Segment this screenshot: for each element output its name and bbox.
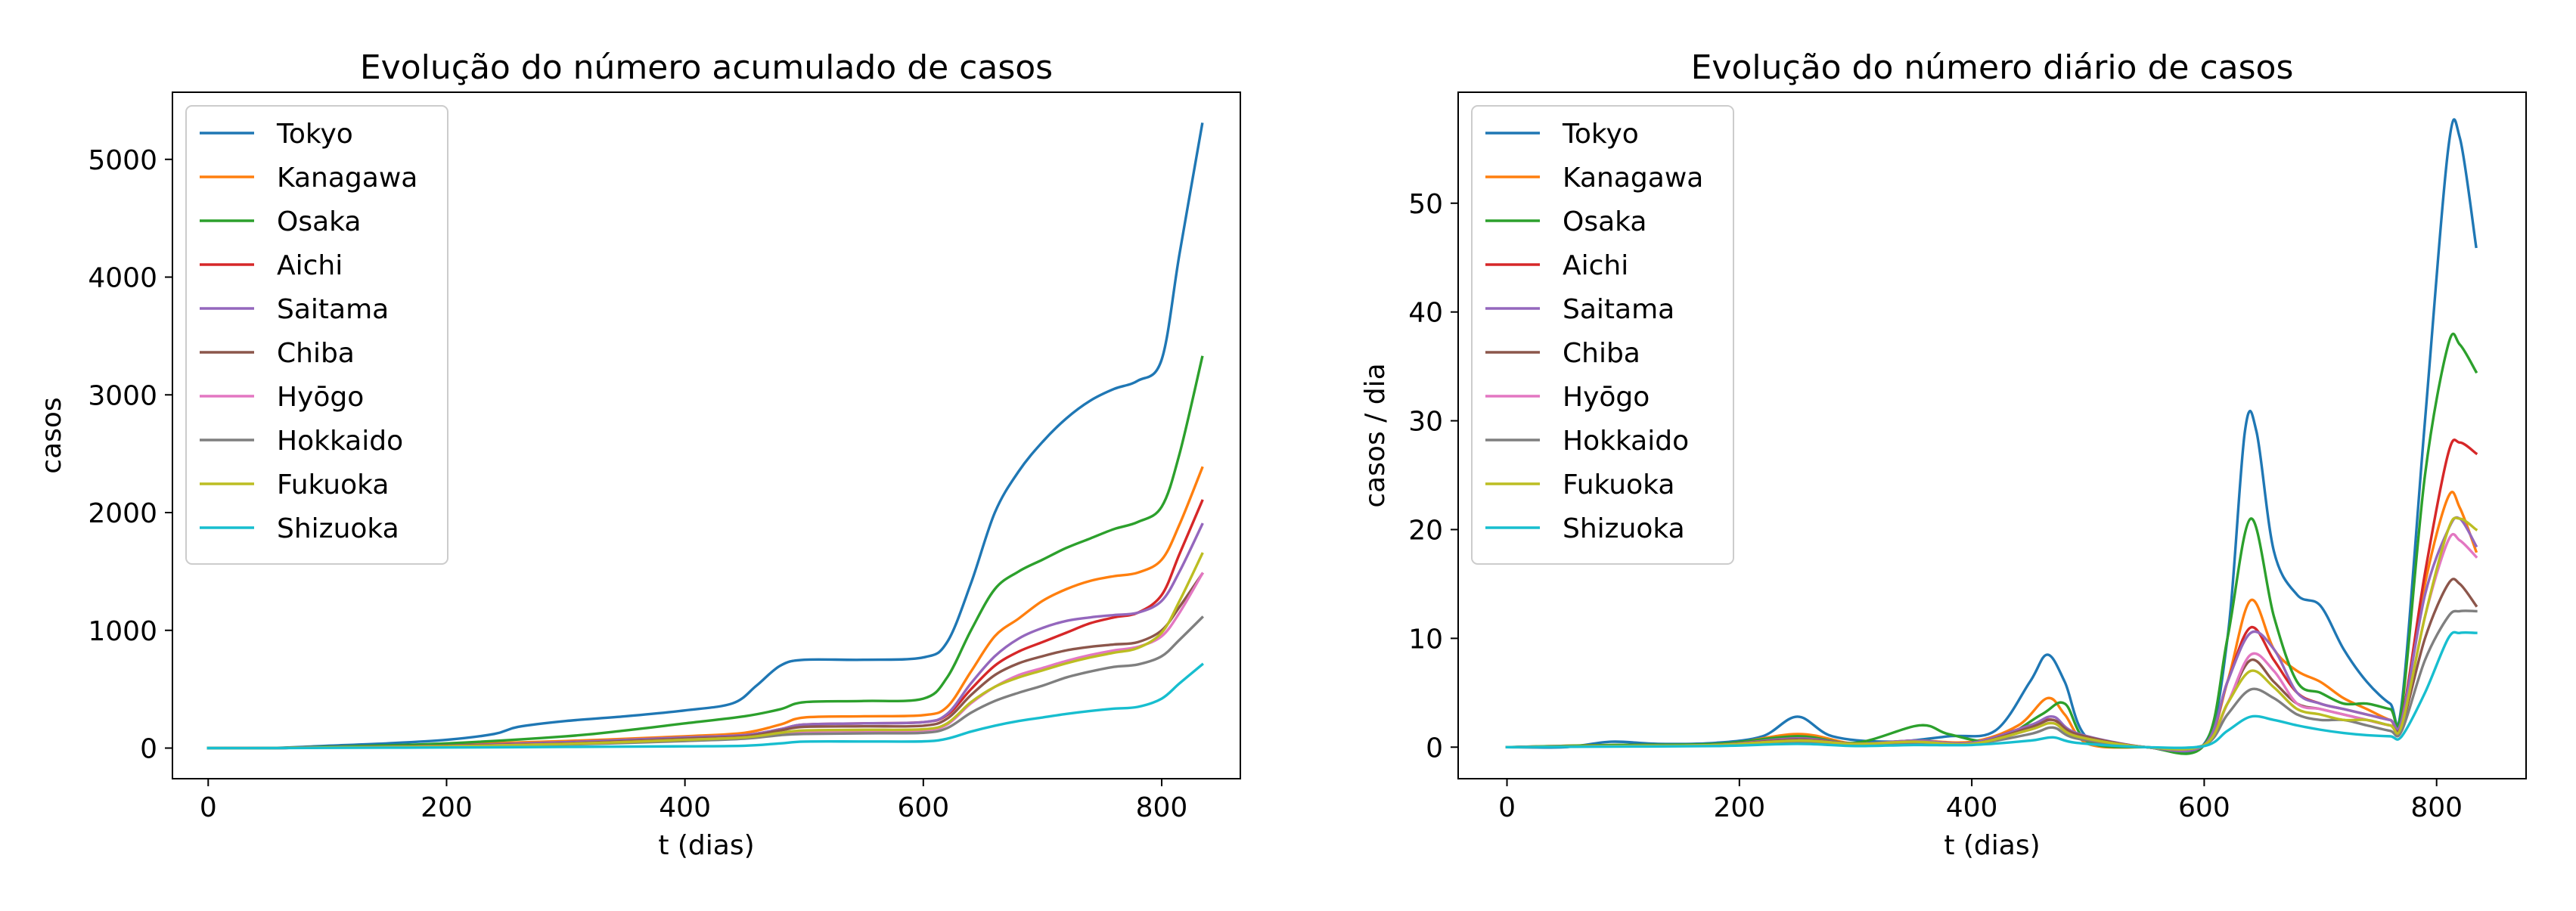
legend-label: Aichi xyxy=(1563,250,1628,281)
y-tick-label: 0 xyxy=(140,734,157,765)
axes-frame xyxy=(1457,91,2527,779)
legend-label: Hokkaido xyxy=(277,426,403,457)
legend: Tokyo Kanagawa Osaka Aichi Saitama Chiba Hyōgo… xyxy=(1471,105,1734,565)
x-tick-label: 200 xyxy=(1713,792,1765,823)
x-tick-label: 800 xyxy=(2410,792,2463,823)
y-axis-label: casos / dia xyxy=(1360,363,1391,507)
axes-frame xyxy=(172,91,1241,779)
legend-label: Shizuoka xyxy=(1563,513,1685,544)
legend-label: Fukuoka xyxy=(1563,469,1674,500)
y-tick-label: 3000 xyxy=(88,380,157,411)
x-tick-label: 600 xyxy=(897,792,949,823)
x-tick-label: 400 xyxy=(659,792,711,823)
series-line-osaka xyxy=(206,355,1204,750)
y-tick-label: 30 xyxy=(1408,407,1443,438)
chart-title: Evolução do número acumulado de casos xyxy=(360,48,1053,87)
x-axis-label: t (dias) xyxy=(1944,830,2040,861)
legend-label: Chiba xyxy=(1563,338,1640,369)
y-tick-label: 10 xyxy=(1408,624,1443,655)
x-tick-label: 600 xyxy=(2178,792,2230,823)
legend-label: Aichi xyxy=(277,250,343,281)
legend-label: Kanagawa xyxy=(277,163,417,194)
legend-label: Shizuoka xyxy=(277,513,399,544)
series-lines xyxy=(1505,118,2478,755)
legend-label: Saitama xyxy=(1563,294,1674,325)
y-tick-label: 2000 xyxy=(88,498,157,529)
y-tick-label: 20 xyxy=(1408,515,1443,546)
x-tick-label: 200 xyxy=(421,792,473,823)
y-tick-label: 0 xyxy=(1426,733,1443,764)
series-line-fukuoka xyxy=(206,552,1204,750)
y-tick-label: 40 xyxy=(1408,298,1443,329)
legend-label: Chiba xyxy=(277,338,355,369)
x-tick-label: 0 xyxy=(200,792,217,823)
y-tick-label: 1000 xyxy=(88,616,157,647)
legend-label: Hyōgo xyxy=(1563,382,1650,413)
legend-label: Osaka xyxy=(277,206,361,237)
y-tick-label: 5000 xyxy=(88,145,157,176)
legend-label: Tokyo xyxy=(1562,119,1639,150)
y-tick-label: 50 xyxy=(1408,189,1443,220)
legend-label: Kanagawa xyxy=(1563,163,1703,194)
x-tick-label: 400 xyxy=(1946,792,1998,823)
series-line-tokyo xyxy=(206,122,1204,750)
legend-label: Fukuoka xyxy=(277,469,389,500)
legend-label: Tokyo xyxy=(276,119,353,150)
legend-label: Saitama xyxy=(277,294,389,325)
legend-label: Osaka xyxy=(1563,206,1646,237)
series-lines xyxy=(206,122,1204,750)
daily-cases-chart: 0 200 400 600 800 0 10 20 30 40 50 Evolução do núme… xyxy=(1360,48,2527,861)
legend-label: Hokkaido xyxy=(1563,426,1689,457)
series-line-shizuoka xyxy=(1505,631,2478,749)
y-axis-label: casos xyxy=(36,397,67,473)
x-tick-label: 800 xyxy=(1136,792,1188,823)
x-axis-label: t (dias) xyxy=(658,830,754,861)
x-tick-label: 0 xyxy=(1498,792,1516,823)
legend: Tokyo Kanagawa Osaka Aichi Saitama Chiba Hyōgo… xyxy=(185,105,448,565)
y-tick-label: 4000 xyxy=(88,263,157,294)
series-line-fukuoka xyxy=(1505,516,2478,751)
series-line-shizuoka xyxy=(206,662,1204,750)
chart-title: Evolução do número diário de casos xyxy=(1691,48,2294,87)
cumulative-cases-chart: 0 200 400 600 800 0 1000 2000 3000 4000 5000 Evoluç… xyxy=(36,48,1241,861)
legend-label: Hyōgo xyxy=(277,382,364,413)
